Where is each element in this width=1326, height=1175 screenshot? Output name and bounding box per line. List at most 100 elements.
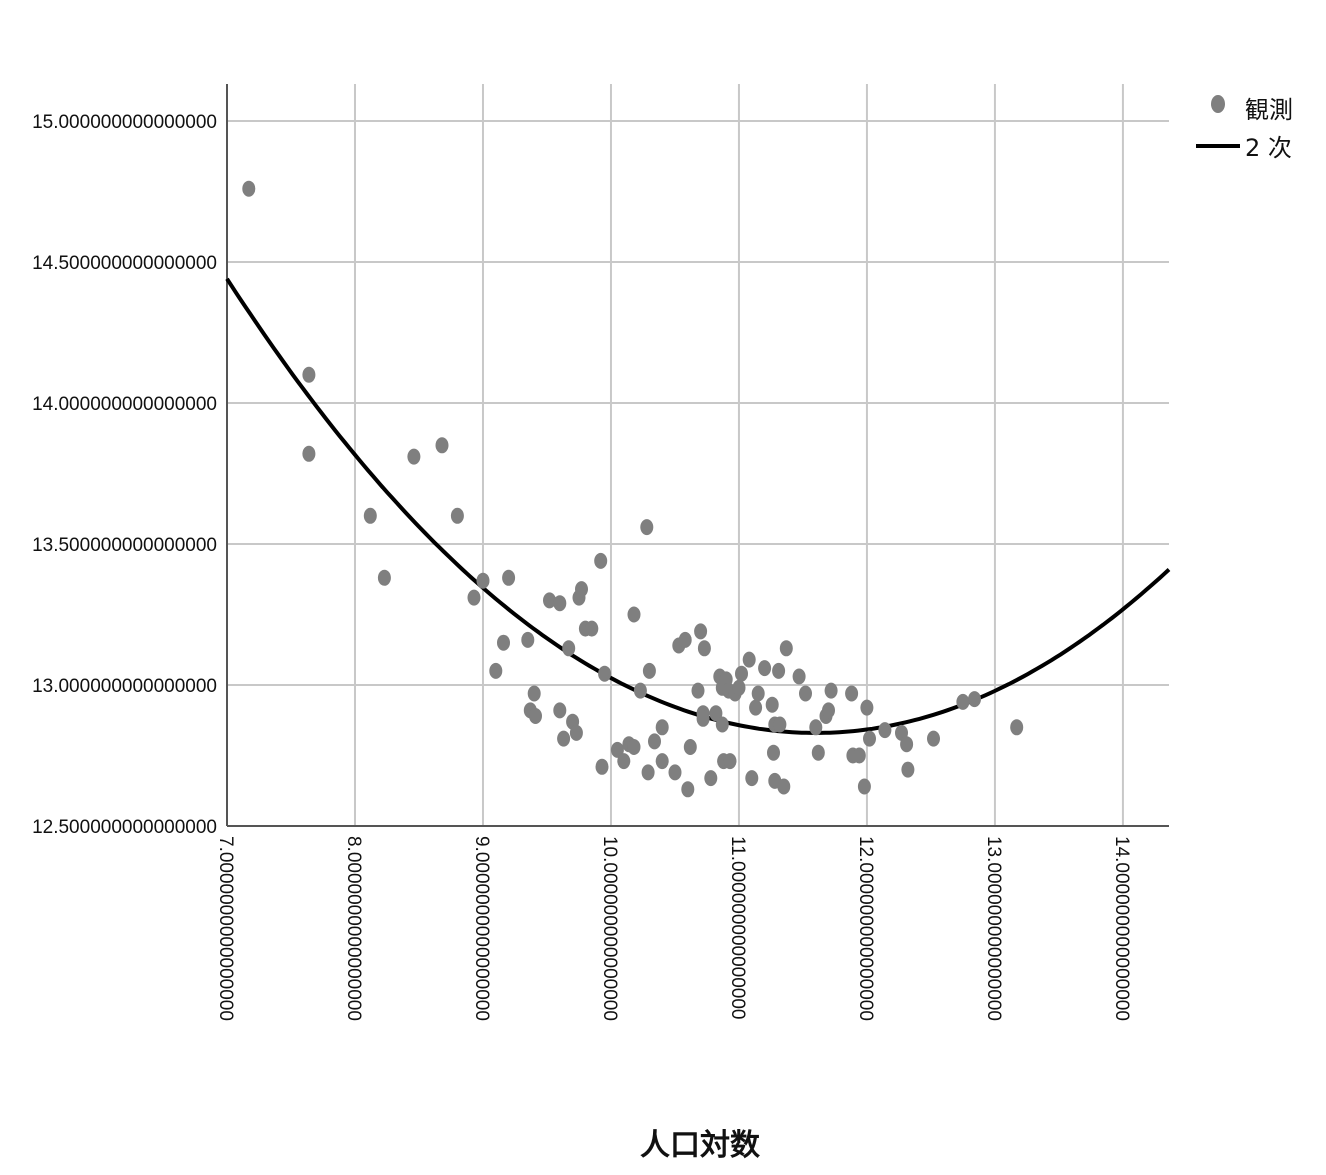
- scatter-point: [642, 662, 656, 679]
- x-tick-label: 11.000000000000000: [727, 836, 748, 1020]
- scatter-point: [735, 665, 748, 682]
- scatter-point: [777, 778, 791, 795]
- scatter-point: [732, 679, 746, 696]
- scatter-point: [553, 595, 567, 612]
- scatter-point: [594, 552, 608, 569]
- scatter-point: [627, 739, 641, 755]
- scatter-point: [779, 640, 793, 657]
- scatter-point: [901, 761, 915, 778]
- scatter-point: [772, 662, 786, 679]
- scatter-point: [799, 685, 812, 702]
- scatter-point: [302, 366, 316, 383]
- scatter-point: [792, 668, 806, 685]
- scatter-point: [557, 730, 571, 747]
- x-axis-label: 人口対数: [640, 1128, 761, 1163]
- scatter-point: [697, 640, 711, 657]
- scatter-point: [648, 733, 661, 750]
- scatter-point: [595, 758, 609, 775]
- scatter-point: [773, 716, 787, 733]
- scatter-point: [450, 507, 464, 524]
- scatter-point: [242, 180, 256, 197]
- scatter-point: [553, 702, 567, 719]
- scatter-point: [575, 581, 588, 598]
- scatter-point: [562, 640, 576, 657]
- scatter-point: [749, 699, 763, 716]
- scatter-point: [683, 739, 697, 755]
- legend-label-observed: 観測: [1245, 96, 1293, 124]
- y-tick-label: 12.500000000000000: [32, 817, 217, 838]
- scatter-points: [242, 180, 1024, 798]
- y-tick-label: 13.500000000000000: [32, 535, 217, 556]
- legend-label-quadratic: 2 次: [1245, 134, 1292, 162]
- y-tick-label: 15.000000000000000: [32, 112, 217, 133]
- scatter-point: [627, 606, 641, 623]
- scatter-point: [377, 569, 391, 586]
- scatter-point: [852, 747, 866, 764]
- scatter-point: [751, 685, 765, 702]
- scatter-point: [758, 660, 772, 677]
- scatter-point: [476, 572, 490, 589]
- x-tick-label: 13.000000000000000: [983, 836, 1004, 1021]
- x-tick-label: 10.000000000000000: [599, 836, 620, 1021]
- scatter-point: [598, 665, 612, 682]
- scatter-point: [704, 770, 718, 787]
- scatter-point: [497, 634, 510, 651]
- scatter-point: [745, 770, 759, 787]
- scatter-point: [742, 651, 756, 668]
- scatter-point: [617, 753, 631, 770]
- scatter-point: [968, 691, 981, 708]
- scatter-point: [767, 744, 780, 761]
- scatter-point: [569, 724, 583, 741]
- scatter-point: [824, 682, 838, 699]
- scatter-point: [723, 753, 737, 770]
- y-tick-label: 14.000000000000000: [32, 394, 217, 415]
- x-tick-label: 7.0000000000000000: [215, 836, 236, 1021]
- scatter-point: [585, 620, 599, 637]
- scatter-point: [696, 710, 710, 727]
- scatter-point: [529, 708, 542, 724]
- quadratic-fit-line: [225, 277, 1171, 735]
- scatter-point: [822, 702, 835, 719]
- scatter-point: [715, 716, 729, 733]
- scatter-point: [1010, 719, 1024, 736]
- scatter-point: [407, 448, 421, 465]
- scatter-point: [900, 736, 914, 753]
- scatter-point: [694, 623, 708, 640]
- scatter-point: [809, 719, 823, 736]
- scatter-point: [363, 507, 377, 524]
- scatter-point: [502, 569, 516, 586]
- x-tick-labels: 7.0000000000000000 8.0000000000000000 9.00…: [215, 836, 1132, 1021]
- scatter-point: [467, 589, 481, 606]
- scatter-point: [956, 693, 970, 710]
- legend-marker-observed: [1211, 95, 1225, 113]
- scatter-point: [845, 685, 859, 702]
- y-tick-labels: 12.500000000000000 13.000000000000000 13.5…: [32, 112, 217, 838]
- scatter-point: [489, 662, 503, 679]
- scatter-point: [811, 744, 825, 761]
- scatter-point: [927, 730, 940, 747]
- x-tick-label: 12.000000000000000: [855, 836, 876, 1021]
- scatter-point: [691, 682, 705, 699]
- scatter-point: [521, 631, 535, 648]
- x-tick-label: 14.000000000000000: [1111, 836, 1132, 1021]
- y-tick-label: 14.500000000000000: [32, 253, 217, 274]
- scatter-point: [610, 741, 624, 758]
- y-tick-label: 13.000000000000000: [32, 676, 217, 697]
- scatter-point: [878, 722, 892, 739]
- scatter-point: [543, 592, 556, 609]
- scatter-point: [681, 781, 695, 798]
- axes: [226, 84, 1169, 827]
- scatter-point: [633, 682, 647, 699]
- x-tick-label: 9.0000000000000000: [471, 836, 492, 1021]
- legend: 観測 2 次: [1196, 95, 1293, 162]
- scatter-point: [863, 730, 876, 747]
- scatter-point: [435, 437, 449, 454]
- scatter-point: [302, 445, 316, 462]
- fit-curve-layer: [225, 277, 1171, 735]
- scatter-point: [678, 631, 692, 648]
- scatter-point: [655, 719, 669, 736]
- scatter-point: [640, 519, 654, 536]
- scatter-point: [765, 696, 779, 713]
- scatter-point: [655, 753, 669, 770]
